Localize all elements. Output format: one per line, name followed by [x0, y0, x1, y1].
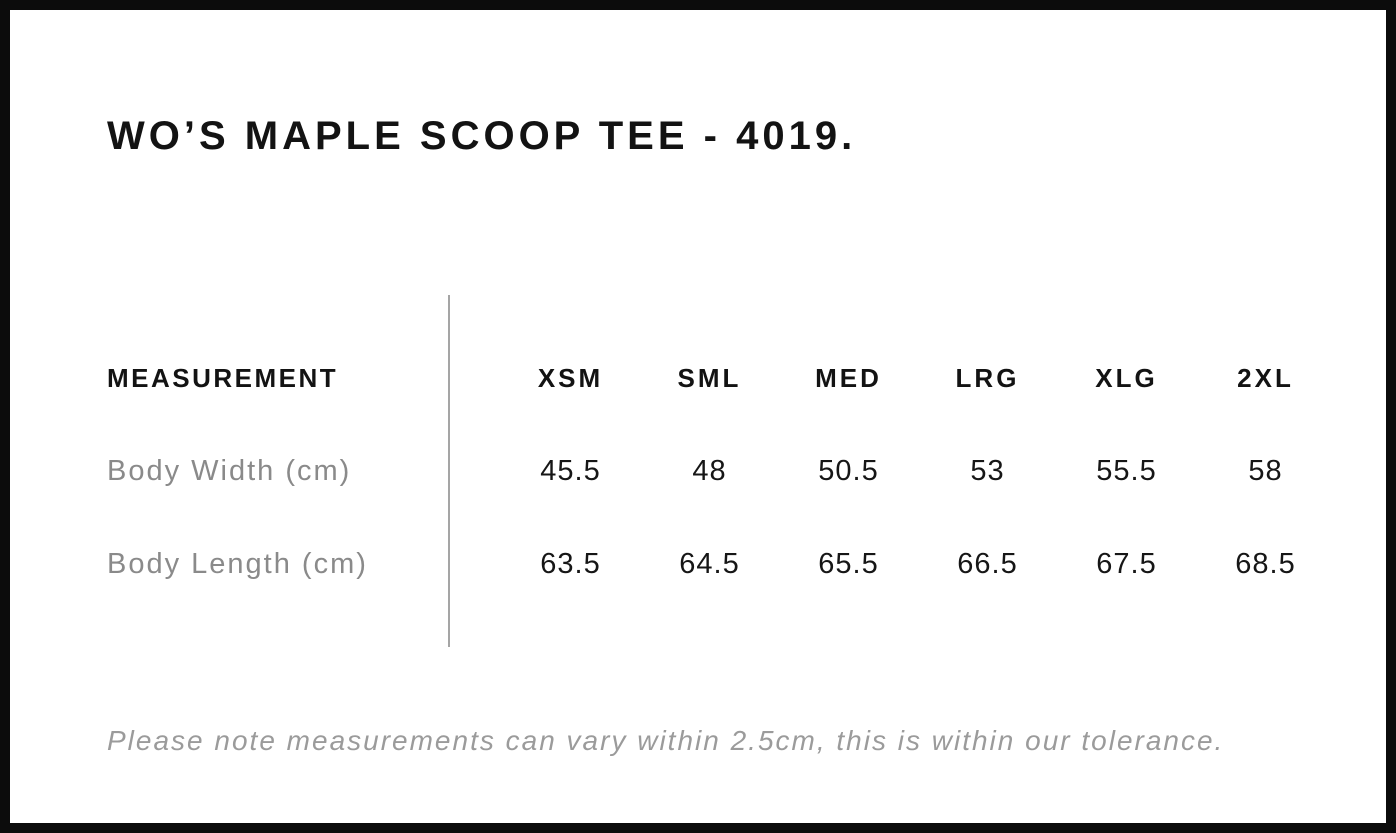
row-label-body-length: Body Length (cm) [107, 548, 368, 580]
size-table: MEASUREMENT XSM SML MED LRG XLG 2XL Body… [107, 332, 1335, 611]
body-width-xlg-value: 55.5 [1096, 455, 1157, 487]
page-title: WO’S MAPLE SCOOP TEE - 4019. [107, 114, 857, 158]
body-width-lrg-value: 53 [970, 455, 1005, 487]
tolerance-note: Please note measurements can vary within… [107, 725, 1225, 756]
body-length-sml-value: 64.5 [679, 548, 740, 580]
body-length-med-value: 65.5 [818, 548, 879, 580]
body-length-lrg-value: 66.5 [957, 548, 1018, 580]
table-vertical-divider [448, 295, 450, 647]
column-header-med: MED [815, 363, 882, 393]
body-width-sml-value: 48 [692, 455, 727, 487]
column-header-xsm: XSM [537, 363, 604, 393]
body-length-xsm-value: 63.5 [540, 548, 601, 580]
column-header-lrg: LRG [955, 363, 1020, 393]
row-label-body-width: Body Width (cm) [107, 455, 352, 487]
body-width-2xl-value: 58 [1248, 455, 1283, 487]
column-header-xlg: XLG [1095, 363, 1158, 393]
column-header-measurement: MEASUREMENT [107, 363, 339, 393]
body-length-2xl-value: 68.5 [1235, 548, 1296, 580]
column-header-sml: SML [677, 363, 742, 393]
column-header-2xl: 2XL [1237, 363, 1294, 393]
body-length-xlg-value: 67.5 [1096, 548, 1157, 580]
body-width-xsm-value: 45.5 [540, 455, 601, 487]
body-width-med-value: 50.5 [818, 455, 879, 487]
